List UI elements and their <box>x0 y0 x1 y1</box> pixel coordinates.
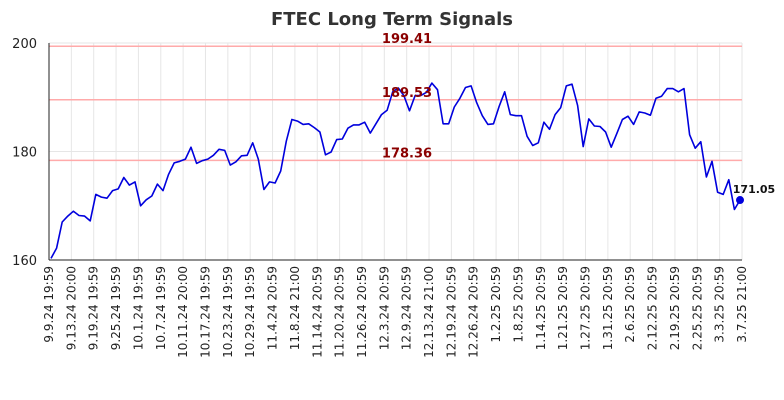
x-tick-label: 9.25.24 19:59 <box>109 266 123 350</box>
x-tick-label: 3.7.25 21:00 <box>735 266 749 343</box>
signal-level-label: 178.36 <box>382 146 432 161</box>
y-tick-label: 160 <box>12 254 37 269</box>
y-tick-label: 200 <box>12 37 37 52</box>
last-point-marker <box>736 196 744 205</box>
x-tick-label: 9.13.24 20:00 <box>64 266 78 350</box>
x-tick-label: 1.2.25 20:59 <box>489 266 503 343</box>
x-tick-label: 10.17.24 19:59 <box>198 266 212 358</box>
x-tick-label: 1.8.25 20:59 <box>511 266 525 343</box>
x-tick-label: 2.6.25 20:59 <box>623 266 637 343</box>
y-tick-label: 180 <box>12 146 37 161</box>
x-tick-label: 10.23.24 19:59 <box>221 266 235 358</box>
x-tick-label: 12.13.24 21:00 <box>422 266 436 358</box>
x-tick-label: 12.3.24 20:59 <box>377 266 391 350</box>
x-tick-label: 1.27.25 20:59 <box>579 266 593 350</box>
signal-level-label: 189.53 <box>382 86 432 101</box>
x-tick-label: 11.26.24 20:59 <box>355 266 369 358</box>
level-labels: 199.41 189.53 178.36 171.05 <box>382 32 775 196</box>
x-tick-label: 1.14.25 20:59 <box>534 266 548 350</box>
x-tick-label: 11.20.24 20:59 <box>333 266 347 358</box>
signal-levels <box>49 45 742 162</box>
last-value-label: 171.05 <box>733 183 775 196</box>
x-tick-label: 10.7.24 19:59 <box>154 266 168 350</box>
x-tick-label: 10.11.24 20:00 <box>176 266 190 358</box>
signal-level-label: 199.41 <box>382 32 432 47</box>
x-tick-label: 2.19.25 20:59 <box>668 266 682 350</box>
x-tick-label: 2.12.25 20:59 <box>646 266 660 350</box>
chart-title: FTEC Long Term Signals <box>271 9 513 30</box>
x-tick-label: 11.4.24 20:59 <box>266 266 280 350</box>
x-tick-label: 10.1.24 19:59 <box>131 266 145 350</box>
x-tick-label: 2.25.25 20:59 <box>690 266 704 350</box>
x-tick-label: 9.9.24 19:59 <box>42 266 56 343</box>
x-tick-label: 12.26.24 20:59 <box>467 266 481 358</box>
axes: 9.9.24 19:59 9.13.24 20:00 9.19.24 19:59 9.… <box>12 37 749 358</box>
price-series <box>50 82 744 259</box>
x-tick-label: 1.31.25 20:59 <box>601 266 615 350</box>
grid-lines <box>48 42 743 261</box>
x-tick-label: 9.19.24 19:59 <box>87 266 101 350</box>
x-tick-label: 3.3.25 20:59 <box>713 266 727 343</box>
x-tick-label: 12.9.24 20:59 <box>400 266 414 350</box>
price-line <box>50 82 741 259</box>
x-tick-label: 11.14.24 20:59 <box>310 266 324 358</box>
x-tick-label: 11.8.24 21:00 <box>288 266 302 350</box>
x-tick-label: 1.21.25 20:59 <box>556 266 570 350</box>
x-tick-label: 10.29.24 19:59 <box>243 266 257 358</box>
x-tick-label: 12.19.24 20:59 <box>444 266 458 358</box>
